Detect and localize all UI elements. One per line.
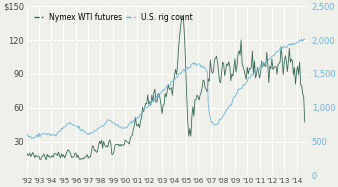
Legend: Nymex WTI futures, U.S. rig count: Nymex WTI futures, U.S. rig count [30,10,196,25]
